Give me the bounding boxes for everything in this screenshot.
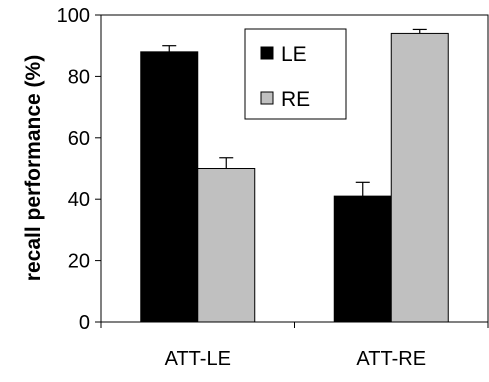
- y-tick-label: 40: [68, 189, 90, 211]
- legend: LE RE: [244, 28, 347, 120]
- legend-swatch-le: [260, 46, 274, 60]
- legend-swatch-re: [260, 91, 274, 105]
- y-tick-label: 80: [68, 66, 90, 88]
- x-axis-categories: ATT-LE ATT-RE: [165, 348, 426, 370]
- bar-le-att-re: [333, 195, 392, 323]
- y-tick-label: 20: [68, 251, 90, 273]
- y-tick-label: 60: [68, 128, 90, 150]
- y-axis-title: recall performance (%): [22, 55, 45, 281]
- x-category-label: ATT-LE: [165, 348, 231, 370]
- legend-label-re: RE: [281, 88, 310, 111]
- y-tick-label: 100: [57, 5, 90, 27]
- bar-series: [140, 28, 449, 323]
- legend-label-le: LE: [281, 43, 307, 66]
- bar-re-att-re: [390, 32, 449, 323]
- y-tick-label: 0: [79, 312, 90, 334]
- bar-le-att-le: [140, 51, 199, 323]
- x-category-label: ATT-RE: [356, 348, 426, 370]
- bar-re-att-le: [197, 168, 256, 323]
- y-axis-ticks: 0 20 40 60 80 100: [57, 5, 489, 334]
